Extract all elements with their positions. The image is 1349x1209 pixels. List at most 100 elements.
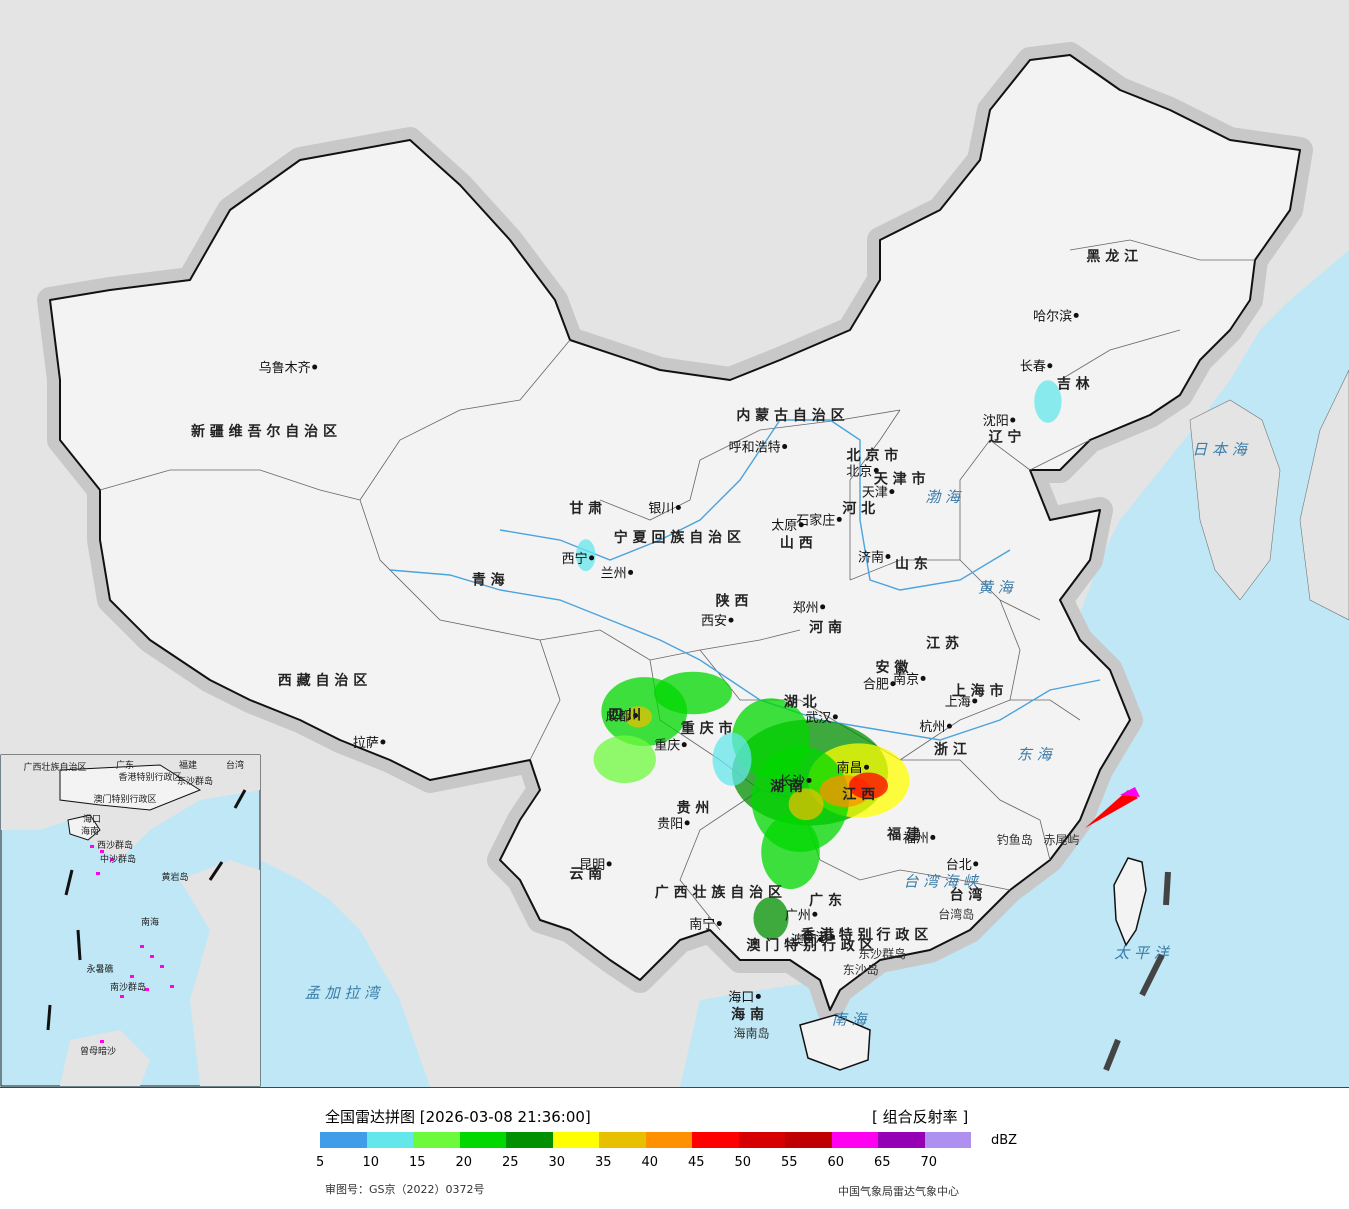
city-marker	[920, 675, 926, 681]
city-label: 南宁	[689, 917, 715, 933]
inset-label: 南沙群岛	[110, 981, 146, 993]
province-label: 青 海	[472, 571, 505, 588]
color-swatch	[645, 1132, 692, 1148]
maritime-boundary-dashes	[1103, 871, 1171, 1072]
province-label: 北 京 市	[847, 447, 899, 464]
city-label: 杭州	[919, 720, 945, 735]
review-number: 审图号：GS京（2022）0372号	[325, 1183, 485, 1196]
radar-echo	[732, 698, 810, 778]
province-label: 广 西 壮 族 自 治 区	[655, 884, 782, 901]
city-marker	[873, 467, 879, 473]
inset-label: 澳门特别行政区	[93, 793, 156, 805]
color-swatch	[599, 1132, 646, 1148]
radar-echo	[849, 772, 888, 799]
hainan-island	[799, 1014, 871, 1071]
city-label: 贵阳	[657, 817, 683, 832]
city-label: 北京	[846, 464, 872, 479]
rivers	[389, 419, 1101, 741]
city-marker	[728, 617, 734, 623]
sea-label: 黄 海	[978, 578, 1015, 596]
city-marker	[675, 505, 681, 510]
scale-tick: 40	[641, 1155, 659, 1170]
city-marker	[806, 777, 812, 783]
japan-korea-land	[1189, 369, 1349, 621]
city-marker	[1010, 417, 1016, 423]
city-label: 南昌	[837, 760, 863, 776]
inset-label: 永暑礁	[86, 963, 113, 975]
province-label: 上 海 市	[952, 683, 1004, 700]
city-marker	[312, 364, 318, 370]
scale-tick: 65	[874, 1155, 891, 1170]
city-label: 拉萨	[353, 736, 379, 751]
city-label: 长沙	[779, 774, 805, 789]
radar-echo	[753, 897, 789, 940]
province-label: 黑 龙 江	[1086, 248, 1138, 265]
province-label: 山 西	[780, 535, 813, 551]
city-marker	[832, 714, 838, 720]
province-label: 宁 夏 回 族 自 治 区	[614, 529, 741, 546]
city-marker	[606, 861, 612, 867]
radar-echo	[654, 671, 732, 715]
city-label: 成都	[605, 710, 631, 725]
legend-title: 全国雷达拼图 [2026-03-08 21:36:00]	[325, 1108, 591, 1126]
city-marker	[818, 936, 824, 942]
city-marker	[864, 764, 870, 770]
scale-tick: 50	[734, 1155, 752, 1170]
city-label: 香港	[802, 931, 828, 946]
city-label: 合肥	[863, 678, 889, 693]
legend-product: [ 组合反射率 ]	[872, 1108, 969, 1126]
province-label: 福 建	[886, 826, 920, 843]
island-label: 台湾岛	[938, 906, 974, 921]
city-label: 长春	[1020, 360, 1046, 375]
inset-label: 海口	[83, 813, 101, 825]
legend-unit: dBZ	[991, 1133, 1018, 1148]
inset-label: 中沙群岛	[100, 853, 136, 865]
inset-label: 广西壮族自治区	[23, 761, 86, 773]
city-label: 太原	[771, 519, 797, 534]
island-label: 钓鱼岛	[997, 832, 1033, 847]
city-label: 武汉	[805, 711, 831, 726]
city-label: 呼和浩特	[729, 441, 781, 456]
province-label: 河 北	[842, 500, 875, 517]
city-marker	[681, 742, 687, 748]
city-marker	[1073, 312, 1079, 318]
radar-echo	[576, 539, 596, 572]
city-marker	[380, 739, 386, 745]
sea-label: 台 湾 海 峡	[903, 872, 979, 890]
city-label: 郑州	[793, 601, 819, 616]
city-marker	[946, 723, 952, 729]
scale-tick: 5	[316, 1155, 325, 1170]
color-swatch	[320, 1132, 367, 1148]
scale-tick: 15	[409, 1155, 426, 1170]
city-label: 澳门	[791, 932, 817, 948]
color-swatch	[366, 1132, 413, 1148]
sea-label: 太 平 洋	[1114, 944, 1171, 962]
province-label: 河 南	[809, 619, 842, 636]
province-label: 山 东	[895, 555, 928, 572]
issuer: 中国气象局雷达气象中心	[838, 1185, 959, 1198]
province-label: 西 藏 自 治 区	[278, 672, 368, 689]
legend-panel	[0, 1087, 1349, 1209]
inset-label: 南海	[141, 916, 159, 928]
province-label: 内 蒙 古 自 治 区	[736, 407, 844, 424]
city-marker	[684, 820, 690, 826]
sea-label: 日 本 海	[1192, 441, 1249, 459]
city-marker	[1047, 363, 1053, 369]
taiwan-island	[1113, 857, 1147, 947]
color-swatch	[506, 1132, 553, 1148]
city-label: 兰州	[601, 566, 627, 581]
city-marker	[972, 698, 978, 704]
city-label: 哈尔滨	[1033, 308, 1072, 324]
city-marker	[973, 861, 979, 867]
color-swatch	[413, 1132, 460, 1148]
province-label: 浙 江	[934, 741, 967, 758]
color-swatch	[878, 1132, 925, 1148]
scale-tick: 60	[827, 1155, 845, 1170]
radar-echo-layer	[576, 380, 1062, 940]
color-swatch	[738, 1132, 785, 1148]
city-marker	[782, 444, 788, 450]
inset-label: 香港特别行政区	[118, 771, 181, 783]
city-label: 银川	[648, 502, 674, 517]
sea-label: 南 海	[832, 1010, 869, 1028]
radar-map[interactable]: 乌鲁木齐拉萨 西宁兰州 银川 呼和浩特北京天津石家庄太原济南郑州西安成都重庆 武汉 合肥南…	[0, 0, 1349, 1087]
